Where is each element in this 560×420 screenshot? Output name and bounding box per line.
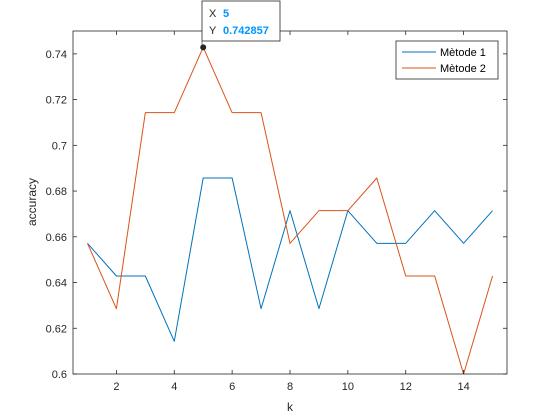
plot-area [73, 31, 507, 374]
datatip-y-value: 0.742857 [223, 25, 269, 37]
x-tick-label: 4 [171, 381, 177, 393]
datatip-marker [200, 44, 207, 51]
datatip-y-label: Y [209, 25, 217, 37]
y-tick-label: 0.7 [52, 140, 67, 152]
y-tick-label: 0.6 [52, 369, 67, 381]
series-line-2[interactable] [87, 46, 494, 375]
x-tick-label: 10 [342, 381, 354, 393]
datatip[interactable]: X 5 Y 0.742857 [200, 0, 281, 51]
tick-label-layer: 2 4 6 8 10 12 14 0.6 0.62 0.64 0.66 0.68 0.7 0.72 0.74 [46, 49, 470, 393]
legend-box [395, 40, 499, 80]
y-tick-label: 0.66 [46, 232, 67, 244]
y-tick-label: 0.72 [46, 95, 67, 107]
x-tick-label: 12 [400, 381, 412, 393]
legend-label-metode-1: Mètode 1 [440, 47, 486, 59]
y-axis-label: accuracy [25, 178, 39, 226]
legend-label-metode-2: Mètode 2 [440, 63, 486, 75]
y-tick-label: 0.68 [46, 186, 67, 198]
x-tick-label: 14 [457, 381, 469, 393]
legend[interactable]: Mètode 1 Mètode 2 [395, 40, 499, 80]
series-layer [87, 46, 494, 375]
axes-layer [72, 30, 508, 375]
x-tick-label: 8 [287, 381, 293, 393]
datatip-box [201, 0, 281, 42]
x-tick-label: 6 [229, 381, 235, 393]
datatip-x-label: X [209, 8, 217, 20]
y-tick-label: 0.74 [46, 49, 67, 61]
series-line-1[interactable] [87, 177, 493, 342]
y-tick-label: 0.64 [46, 278, 67, 290]
y-tick-label: 0.62 [46, 323, 67, 335]
x-tick-label: 2 [113, 381, 119, 393]
datatip-x-value: 5 [223, 8, 229, 20]
x-axis-label: k [287, 400, 294, 414]
